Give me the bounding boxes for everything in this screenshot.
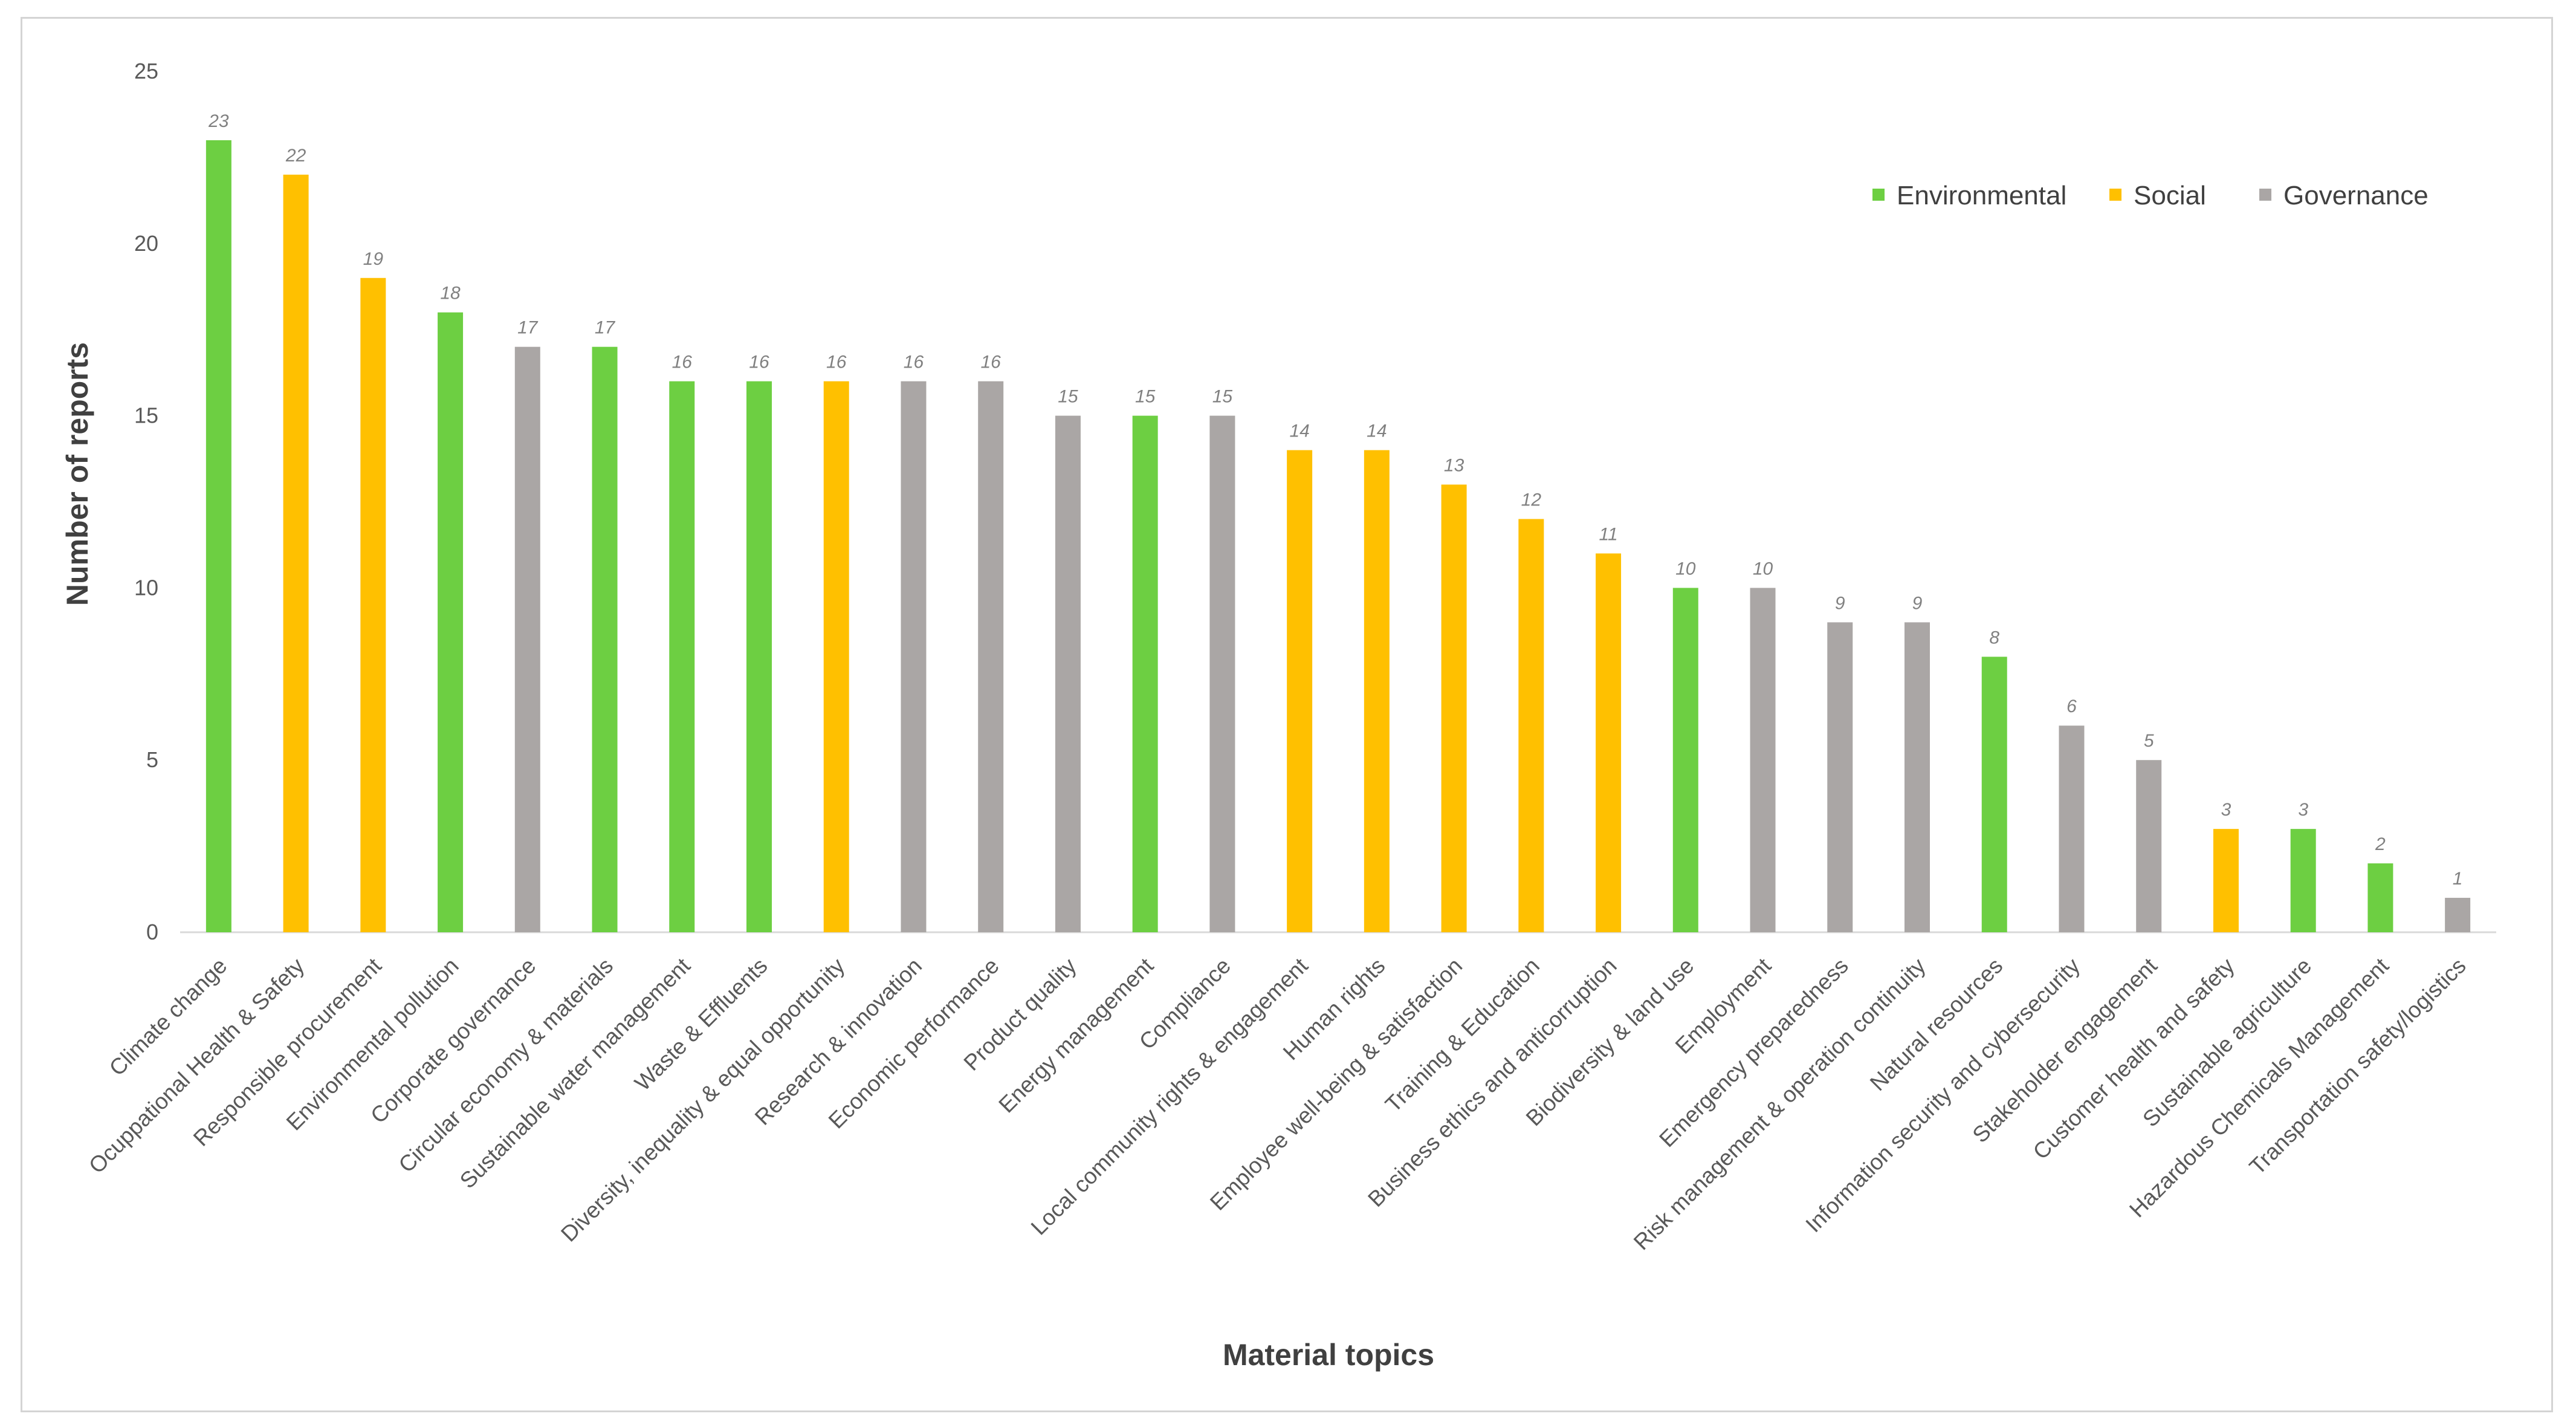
bar	[1672, 588, 1698, 932]
data-label: 9	[1835, 593, 1845, 613]
bar	[1209, 415, 1235, 932]
data-label: 15	[1058, 387, 1078, 407]
data-label: 2	[2375, 834, 2386, 854]
data-label: 23	[208, 111, 229, 131]
x-axis-title: Material topics	[1223, 1338, 1434, 1372]
bar	[1132, 415, 1158, 932]
data-label: 14	[1367, 421, 1387, 441]
data-label: 10	[1675, 559, 1696, 579]
x-tick-label: Information security and cybersecurity	[1801, 953, 2085, 1237]
y-axis-ticks: 0 5 10 15 20 25	[134, 59, 158, 944]
bar	[1441, 484, 1467, 932]
data-label: 14	[1289, 421, 1309, 441]
data-label: 13	[1444, 456, 1464, 476]
data-label: 17	[595, 318, 616, 338]
data-label: 9	[1912, 593, 1923, 613]
bar	[1904, 622, 1930, 932]
legend: Environmental Social Governance	[1872, 181, 2429, 210]
bar	[360, 277, 386, 932]
x-tick-label: Risk management & operation continuity	[1629, 953, 1930, 1254]
bar	[2445, 898, 2471, 932]
legend-label: Environmental	[1897, 181, 2066, 210]
data-label: 17	[517, 318, 539, 338]
bar	[283, 174, 309, 932]
data-label: 15	[1135, 387, 1156, 407]
bars	[205, 140, 2471, 932]
bar	[205, 140, 231, 932]
x-tick-label: Diversity, inequality & equal opportunit…	[556, 953, 849, 1246]
data-label: 18	[440, 284, 461, 303]
data-label: 15	[1212, 387, 1233, 407]
x-tick-label: Energy management	[994, 953, 1158, 1117]
y-tick-label: 25	[134, 59, 158, 83]
x-tick-label: Waste & Effluents	[630, 953, 772, 1095]
bar	[1596, 553, 1622, 932]
bar	[901, 381, 927, 932]
y-axis-title: Number of reports	[60, 342, 94, 606]
data-label: 12	[1521, 490, 1542, 510]
data-label: 19	[363, 249, 384, 269]
bar	[1364, 450, 1390, 932]
bar	[1055, 415, 1081, 932]
data-label: 16	[904, 352, 924, 372]
y-tick-label: 0	[146, 920, 158, 944]
legend-swatch	[2259, 189, 2271, 201]
data-label: 11	[1599, 524, 1617, 544]
y-tick-label: 20	[134, 231, 158, 256]
data-label: 6	[2066, 696, 2077, 716]
bar	[2290, 829, 2316, 932]
bar	[438, 312, 464, 932]
x-tick-label: Natural resources	[1865, 953, 2007, 1095]
bar	[1750, 588, 1776, 932]
x-tick-label: Local community rights & engagement	[1026, 953, 1313, 1240]
data-label: 22	[285, 146, 306, 166]
bar	[2059, 725, 2085, 932]
data-label: 16	[826, 352, 847, 372]
y-tick-label: 5	[146, 747, 158, 772]
legend-swatch	[1872, 189, 1885, 201]
bar	[823, 381, 849, 932]
bar	[1981, 657, 2007, 932]
data-label: 16	[749, 352, 769, 372]
bar	[1518, 519, 1544, 932]
data-label: 3	[2221, 800, 2231, 820]
data-label: 5	[2144, 731, 2154, 751]
y-tick-label: 10	[134, 575, 158, 600]
bar	[746, 381, 772, 932]
bar	[669, 381, 695, 932]
bar	[978, 381, 1004, 932]
bar	[514, 346, 540, 932]
data-label: 1	[2453, 869, 2463, 889]
bar	[2213, 829, 2239, 932]
bar	[2367, 863, 2393, 932]
data-label: 3	[2298, 800, 2308, 820]
bar	[1827, 622, 1853, 932]
data-label: 10	[1753, 559, 1773, 579]
x-tick-label: Training & Education	[1380, 953, 1544, 1117]
legend-label: Social	[2134, 181, 2206, 210]
data-label: 16	[672, 352, 693, 372]
bar	[592, 346, 618, 932]
y-tick-label: 15	[134, 403, 158, 428]
data-label: 16	[981, 352, 1002, 372]
bar	[2136, 760, 2162, 932]
legend-label: Governance	[2283, 181, 2429, 210]
data-label: 8	[1989, 628, 1999, 647]
bar	[1287, 450, 1313, 932]
legend-swatch	[2109, 189, 2121, 201]
